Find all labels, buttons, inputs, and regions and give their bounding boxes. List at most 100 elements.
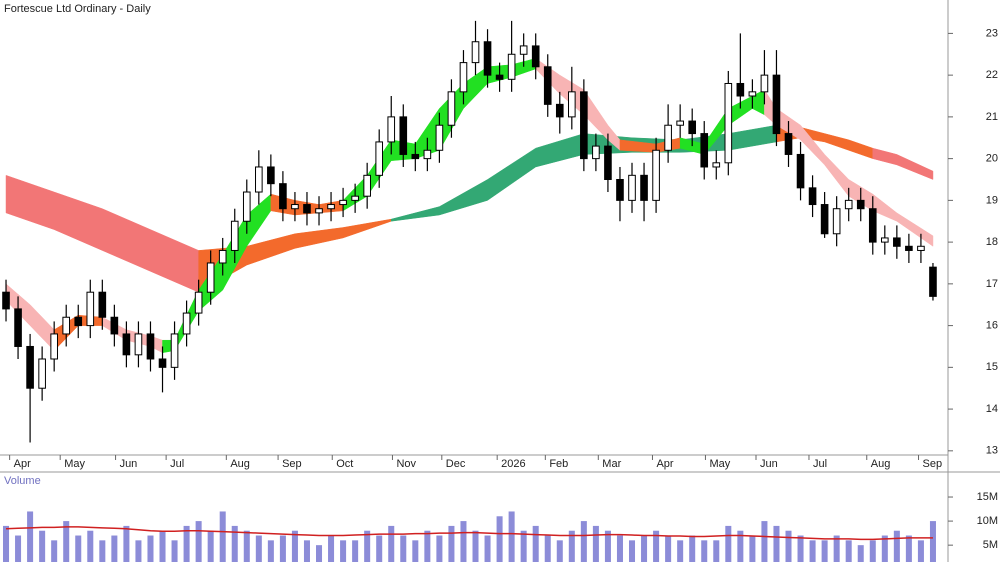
volume-bar: [773, 525, 780, 562]
volume-bar: [3, 525, 10, 562]
candle-body: [363, 174, 371, 197]
candle-body: [640, 174, 648, 201]
candle-body: [134, 333, 143, 356]
x-tick-label: May: [64, 458, 85, 470]
volume-bar: [833, 535, 840, 562]
candle-body: [447, 91, 456, 126]
volume-bar: [785, 530, 792, 562]
candle-body: [808, 187, 817, 206]
volume-bar: [352, 540, 359, 562]
candle-body: [170, 333, 179, 368]
volume-bar: [568, 530, 575, 562]
volume-bar: [677, 540, 684, 562]
candle-body: [519, 45, 528, 55]
candle-body: [688, 120, 697, 135]
volume-bar: [641, 535, 648, 562]
x-tick-label: Apr: [14, 458, 31, 470]
volume-bar: [496, 516, 503, 562]
x-tick-label: Sep: [923, 458, 943, 470]
candle-body: [712, 162, 721, 168]
volume-bar: [328, 535, 335, 562]
volume-bar: [653, 530, 660, 562]
y-tick-label: 20: [986, 153, 998, 165]
volume-bar: [580, 521, 587, 562]
candle-body: [917, 245, 925, 251]
volume-bar: [797, 535, 804, 562]
x-tick-label: Jun: [760, 458, 778, 470]
volume-bar: [316, 545, 323, 562]
candle-body: [242, 191, 251, 222]
candle-body: [592, 145, 600, 160]
volume-bar: [809, 540, 816, 562]
volume-bar: [821, 540, 828, 562]
volume-bar: [689, 535, 696, 562]
volume-bar: [737, 530, 744, 562]
candle-body: [676, 120, 684, 126]
candle-body: [315, 208, 323, 214]
candle-body: [844, 199, 853, 210]
volume-bar: [520, 530, 527, 562]
volume-bar: [484, 535, 491, 562]
volume-bar: [544, 535, 551, 562]
volume-bar: [412, 540, 419, 562]
volume-bar: [243, 530, 250, 562]
candle-body: [531, 45, 540, 68]
candle-body: [820, 204, 829, 235]
candle-body: [435, 124, 444, 151]
volume-bar: [604, 530, 611, 562]
ema-band: [5, 174, 199, 293]
candle-body: [303, 204, 311, 214]
candle-body: [14, 308, 22, 347]
volume-bar: [303, 540, 310, 562]
x-tick-label: Jun: [120, 458, 138, 470]
volume-bar: [87, 530, 94, 562]
volume-bar: [63, 521, 70, 562]
candle-body: [230, 220, 239, 251]
volume-bar: [472, 530, 479, 562]
volume-bar: [592, 525, 599, 562]
ema-band: [872, 147, 934, 180]
volume-bar: [881, 535, 888, 562]
x-tick-label: Feb: [549, 458, 568, 470]
volume-bar: [869, 540, 876, 562]
volume-bar: [279, 535, 286, 562]
x-tick-label: Mar: [602, 458, 621, 470]
candle-body: [255, 166, 263, 193]
y-tick-label: 23: [986, 27, 998, 39]
volume-bar: [27, 511, 34, 562]
volume-bar: [231, 525, 238, 562]
y-tick-label: 5M: [983, 539, 998, 551]
volume-bar: [388, 525, 395, 562]
candle-body: [98, 291, 107, 318]
x-tick-label: Apr: [656, 458, 673, 470]
candle-body: [796, 153, 805, 189]
volume-bar: [532, 525, 539, 562]
x-tick-label: Jul: [813, 458, 827, 470]
y-tick-label: 21: [986, 111, 998, 123]
candle-body: [267, 166, 275, 185]
candle-body: [724, 82, 733, 164]
volume-average: [5, 526, 933, 541]
y-tick-label: 10M: [977, 515, 998, 527]
candle-body: [543, 66, 552, 105]
volume-bar: [376, 535, 383, 562]
volume-bar: [424, 530, 431, 562]
candle-body: [784, 133, 793, 155]
x-tick-label: May: [709, 458, 730, 470]
y-tick-label: 19: [986, 194, 998, 206]
candle-body: [555, 103, 564, 118]
y-tick-label: 15: [986, 361, 998, 373]
candle-body: [459, 62, 468, 93]
y-tick-label: 17: [986, 278, 998, 290]
volume-bar: [917, 540, 924, 562]
candle-body: [291, 204, 299, 210]
volume-bar: [436, 535, 443, 562]
volume-bar: [291, 530, 298, 562]
candle-body: [568, 91, 576, 118]
candle-body: [50, 333, 58, 360]
candle-body: [893, 237, 901, 247]
volume-bar: [340, 540, 347, 562]
volume-bar: [460, 521, 467, 562]
candle-body: [832, 208, 841, 235]
volume-bar: [713, 540, 720, 562]
